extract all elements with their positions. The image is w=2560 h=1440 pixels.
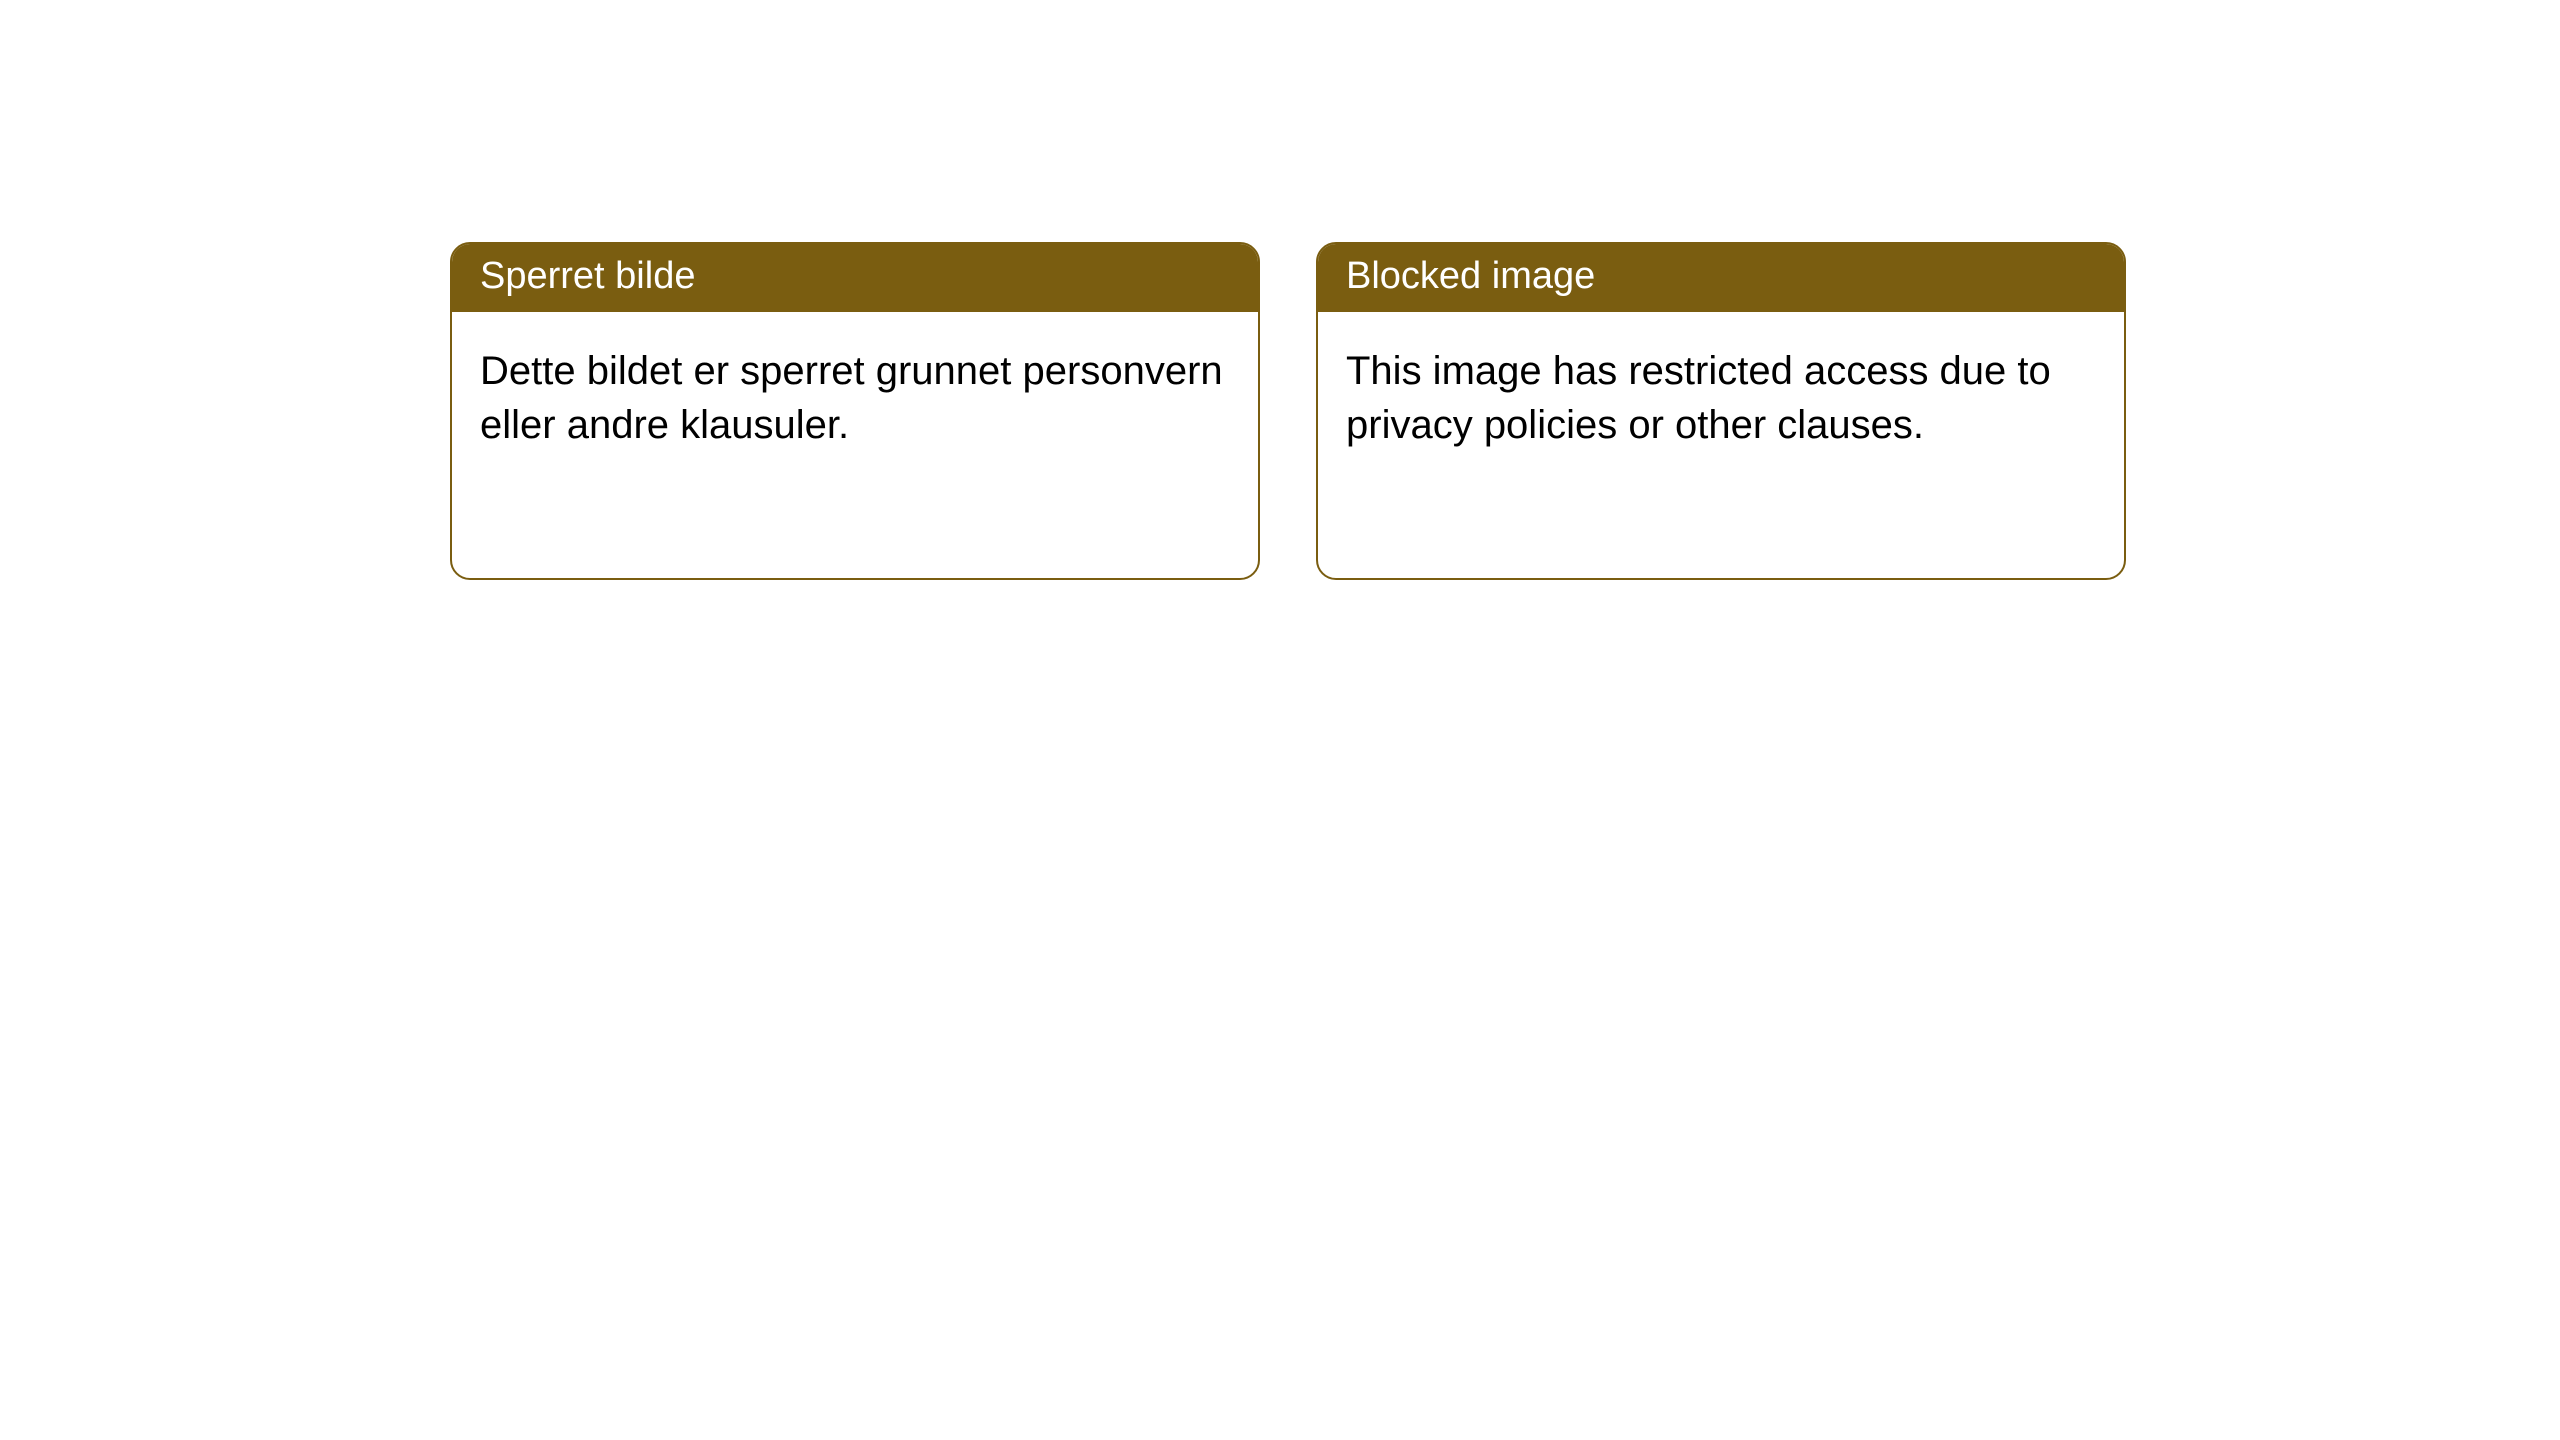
notice-card-body: Dette bildet er sperret grunnet personve… bbox=[452, 312, 1258, 484]
notice-card-norwegian: Sperret bilde Dette bildet er sperret gr… bbox=[450, 242, 1260, 580]
notice-card-header: Sperret bilde bbox=[452, 244, 1258, 312]
notice-card-header: Blocked image bbox=[1318, 244, 2124, 312]
notice-cards-container: Sperret bilde Dette bildet er sperret gr… bbox=[450, 242, 2126, 580]
notice-card-english: Blocked image This image has restricted … bbox=[1316, 242, 2126, 580]
notice-card-body: This image has restricted access due to … bbox=[1318, 312, 2124, 484]
